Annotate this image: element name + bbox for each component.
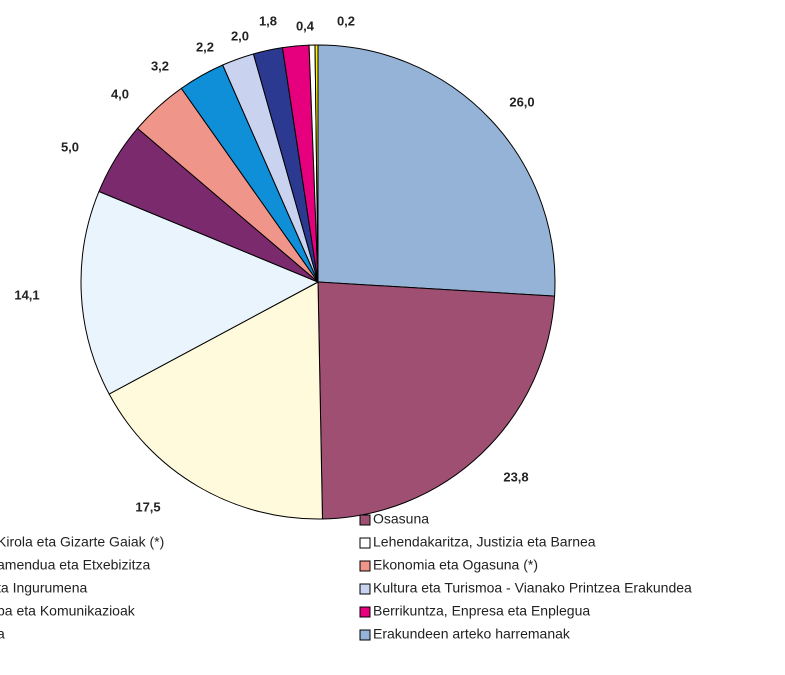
value-label: 2,0 (231, 28, 249, 43)
value-label: 3,2 (151, 58, 169, 73)
legend-swatch (359, 606, 371, 618)
value-label: 17,5 (135, 499, 160, 514)
legend-swatch (359, 560, 371, 572)
legend-label: Ekonomia eta Ogasuna (*) (373, 557, 538, 573)
pie-slice (317, 44, 556, 297)
legend-swatch (359, 629, 371, 641)
pie-slice (80, 190, 320, 395)
pie-slice (317, 281, 556, 520)
value-label: 5,0 (61, 139, 79, 154)
legend-swatch (359, 514, 371, 526)
legend-label: Berrikuntza, Enpresa eta Enplegua (373, 603, 590, 619)
value-label: 14,1 (14, 287, 39, 302)
value-label: 4,0 (111, 86, 129, 101)
pie-slice (314, 44, 319, 283)
legend-label: amendua eta Etxebizitza (0, 557, 151, 573)
legend-label: Kirola eta Gizarte Gaiak (*) (0, 534, 164, 550)
legend-swatch (359, 583, 371, 595)
legend-label: Osasuna (373, 511, 429, 527)
pie-slice (108, 281, 323, 520)
legend-label: ta Ingurumena (0, 580, 87, 596)
value-label: 2,2 (196, 39, 214, 54)
legend-swatch (359, 537, 371, 549)
legend-label: Erakundeen arteko harremanak (373, 626, 571, 642)
legend-label: pa eta Komunikazioak (0, 603, 136, 619)
legend-label: Lehendakaritza, Justizia eta Barnea (373, 534, 596, 550)
value-label: 0,4 (296, 18, 315, 33)
legend-label: Kultura eta Turismoa - Vianako Printzea … (373, 580, 692, 596)
value-label: 26,0 (509, 94, 534, 109)
value-label: 0,2 (337, 13, 355, 28)
legend-label: a (0, 626, 5, 642)
value-label: 23,8 (503, 469, 528, 484)
value-label: 1,8 (259, 13, 277, 28)
